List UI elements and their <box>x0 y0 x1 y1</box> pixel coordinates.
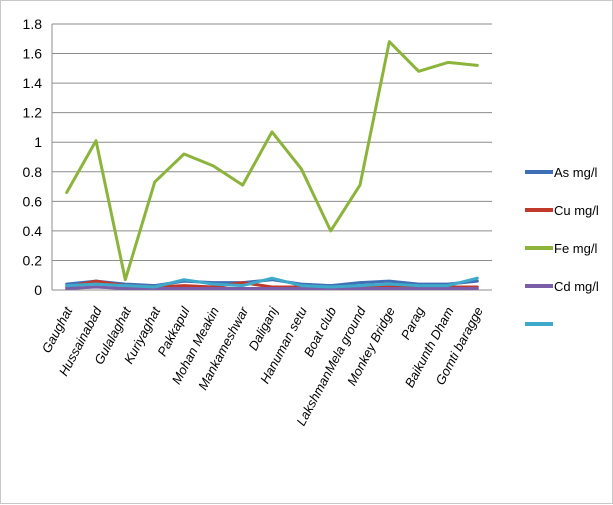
legend-label: Fe mg/l <box>554 241 597 256</box>
y-tick-label: 1.2 <box>23 105 43 121</box>
x-axis-category-labels: GaughatHussainabadGulalaghatKuriyaghatPa… <box>39 303 486 428</box>
y-tick-label: 0.8 <box>23 164 43 180</box>
legend-label: Cu mg/l <box>554 203 599 218</box>
y-tick-label: 0.2 <box>23 252 43 268</box>
legend-label: As mg/l <box>554 165 597 180</box>
series-line <box>65 276 479 289</box>
x-category-label: Parag <box>398 304 428 342</box>
series-line <box>65 40 479 282</box>
gridlines <box>52 23 492 261</box>
legend-label: Cd mg/l <box>554 279 599 294</box>
y-axis-ticks: 0 0.2 0.4 0.6 0.8 1 1.2 1.4 1.6 1.8 <box>23 16 43 298</box>
series-lines <box>65 40 479 290</box>
y-tick-label: 1.4 <box>23 75 43 91</box>
y-tick-label: 0.6 <box>23 193 43 209</box>
y-tick-label: 0 <box>34 282 42 298</box>
y-tick-label: 1 <box>34 134 42 150</box>
legend: As mg/l Cu mg/l Fe mg/l Cd mg/l <box>525 165 599 326</box>
y-tick-label: 1.8 <box>23 16 43 32</box>
y-tick-label: 0.4 <box>23 223 43 239</box>
series-line <box>65 285 479 290</box>
y-tick-label: 1.6 <box>23 46 43 62</box>
